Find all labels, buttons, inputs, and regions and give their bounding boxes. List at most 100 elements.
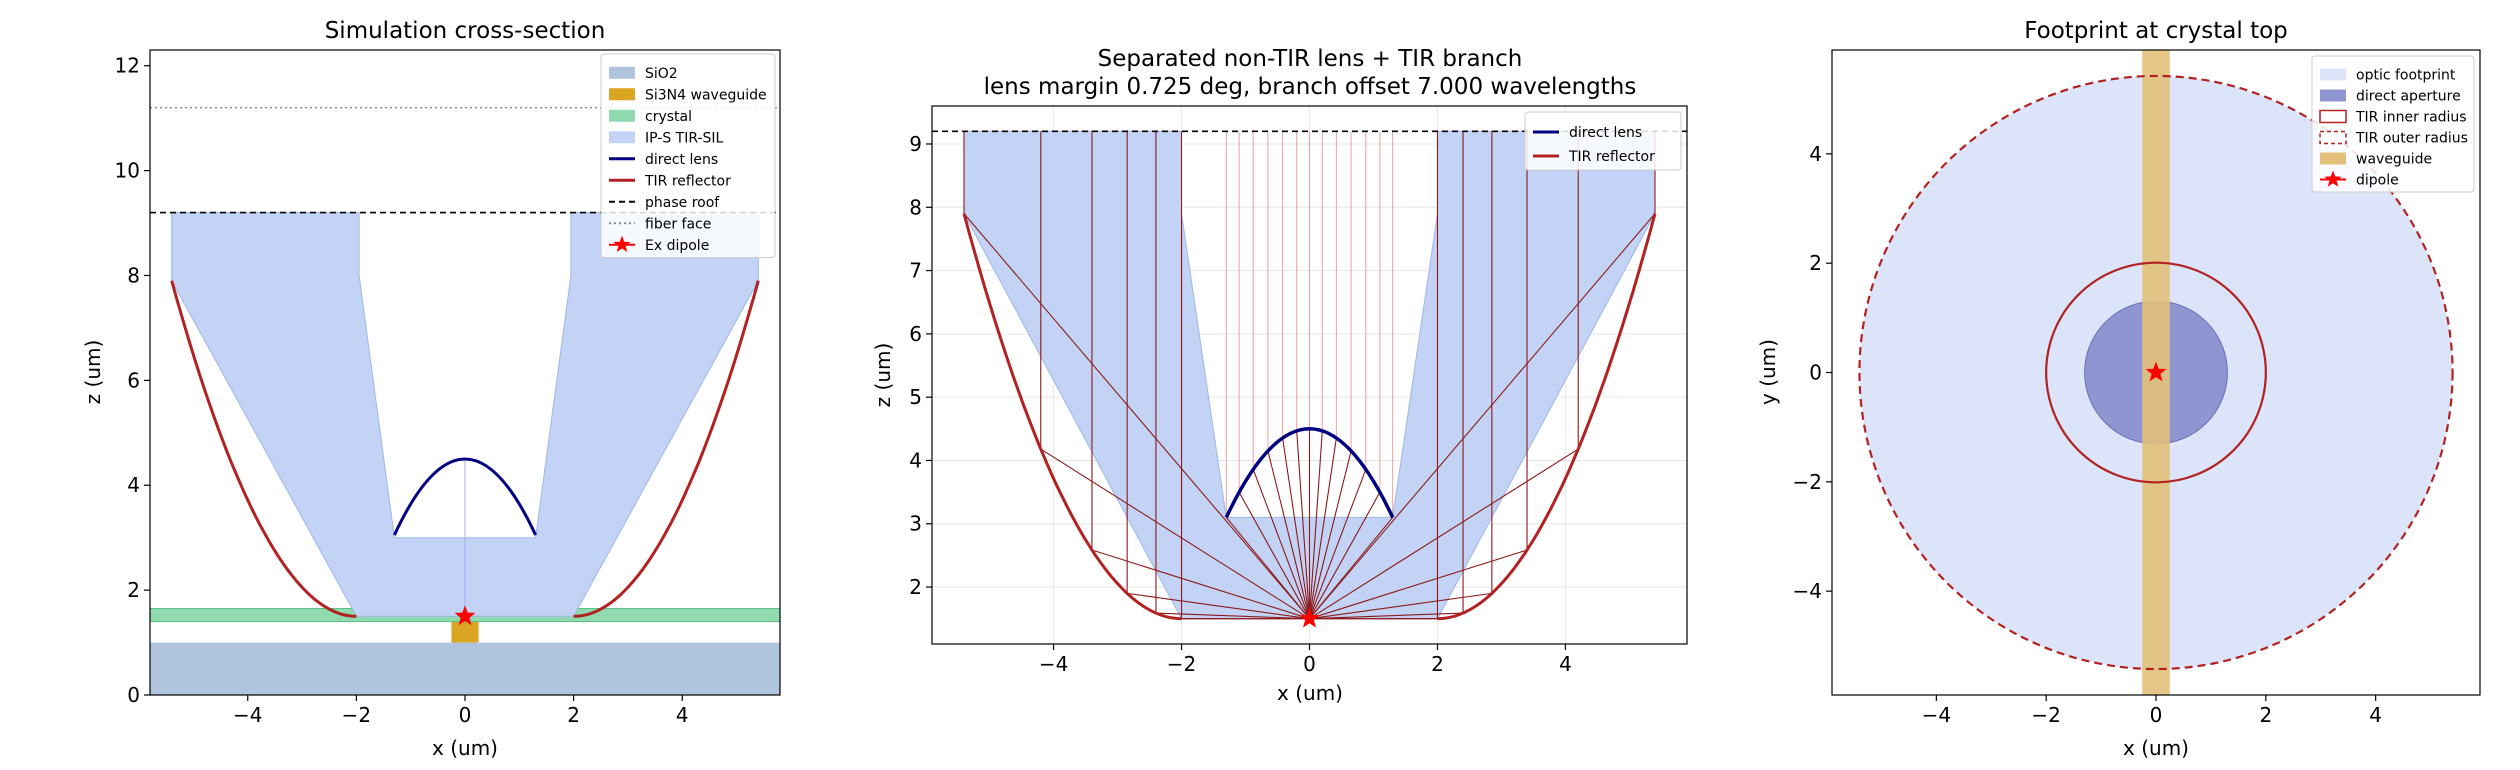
lens-ray	[1267, 450, 1311, 619]
legend-label: dipole	[2356, 173, 2399, 189]
tir-outer-radius	[1858, 74, 2454, 671]
x-tick-label: 0	[459, 703, 472, 727]
ray-trace-panel: Separated non-TIR lens + TIR branch lens…	[871, 46, 1688, 705]
legend-swatch	[609, 131, 635, 144]
lens-ray	[1282, 437, 1311, 619]
legend-label: crystal	[645, 109, 692, 125]
y-tick-label: −4	[1793, 579, 1822, 603]
legend-label: direct aperture	[2356, 89, 2461, 105]
tir-reflector	[170, 280, 357, 618]
x-axis-label: x (um)	[432, 736, 498, 760]
lens-ray	[1309, 517, 1394, 620]
legend-label: optic footprint	[2356, 68, 2456, 84]
x-tick-label: −4	[1039, 652, 1068, 676]
legend: direct lens TIR reflector	[1524, 111, 1682, 171]
tir-reflector	[573, 280, 760, 618]
y-tick-label: 4	[1809, 142, 1822, 166]
y-axis-label: z (um)	[871, 343, 895, 408]
tir-ray	[1309, 448, 1579, 620]
panel2-title: Separated non-TIR lens + TIR branch	[1098, 46, 1523, 72]
sio2-layer	[150, 642, 780, 695]
panel2-subtitle: lens margin 0.725 deg, branch offset 7.0…	[984, 74, 1637, 100]
x-tick-label: 4	[1559, 652, 1572, 676]
legend-swatch	[2319, 109, 2347, 124]
y-tick-label: 2	[909, 575, 922, 599]
y-tick-label: 2	[127, 578, 140, 602]
legend-label: TIR inner radius	[2355, 110, 2467, 126]
lens-ray	[1308, 430, 1323, 619]
y-axis-label: z (um)	[81, 340, 105, 405]
x-tick-label: 4	[676, 703, 689, 727]
y-tick-label: 8	[909, 195, 922, 219]
lens-ray	[1252, 469, 1311, 619]
legend-label: waveguide	[2356, 152, 2432, 168]
y-tick-label: 12	[115, 54, 140, 78]
y-tick-label: 2	[1809, 251, 1822, 275]
direct-lens	[1224, 427, 1395, 519]
footprint-panel: Footprint at crystal top −4 −2 0 2 4−4−2024 …	[1756, 18, 2481, 760]
dipole	[2145, 361, 2167, 382]
lens-ray	[1308, 450, 1352, 619]
y-axis-label: y (um)	[1756, 339, 1780, 405]
tir-ray	[963, 213, 1310, 620]
y-tick-label: 7	[909, 259, 922, 283]
legend-box	[2311, 55, 2475, 193]
tir-ray	[1309, 213, 1656, 620]
y-tick-label: 0	[1809, 361, 1822, 385]
legend-swatch	[609, 66, 635, 79]
y-tick-label: 8	[127, 263, 140, 287]
x-tick-label: −2	[1167, 652, 1196, 676]
x-tick-label: −4	[233, 703, 262, 727]
y-tick-label: 4	[909, 448, 922, 472]
panel1-title: Simulation cross-section	[325, 18, 606, 44]
legend-label: IP-S TIR-SIL	[645, 130, 724, 146]
y-tick-label: 9	[909, 132, 922, 156]
y-tick-label: 5	[909, 385, 922, 409]
lens-ray	[1308, 469, 1367, 619]
waveguide	[451, 621, 479, 643]
tir-ray	[1155, 612, 1310, 620]
y-tick-label: −2	[1793, 470, 1822, 494]
x-axis-label: x (um)	[1277, 681, 1343, 705]
tir-reflector	[1437, 213, 1657, 621]
axes: −4 −2 0 2 4 2 3 4 5 6 7 8 9	[909, 132, 1572, 676]
legend-swatch	[609, 109, 635, 122]
tir-ray	[1127, 592, 1310, 620]
dipole	[1299, 607, 1320, 628]
axes: −4 −2 0 2 4 −4 −2 0 2 4	[1793, 142, 2383, 727]
legend-label: Si3N4 waveguide	[645, 87, 767, 103]
legend-swatch	[2319, 130, 2347, 145]
ex-dipole	[454, 605, 476, 626]
x-tick-label: −4	[1922, 703, 1951, 727]
tir-inner-radius	[2045, 261, 2267, 484]
tir-ray	[1091, 549, 1310, 620]
legend-label: TIR reflector	[1568, 149, 1655, 165]
legend-label: direct lens	[1569, 125, 1642, 141]
axes: −4 −2 0 2 4 0 2 4 6 8 10 12	[115, 54, 689, 727]
legend-label: Ex dipole	[645, 238, 709, 254]
x-tick-label: 2	[1431, 652, 1444, 676]
legend-swatch	[2320, 89, 2346, 102]
y-tick-label: 4	[127, 473, 140, 497]
y-tick-label: 10	[115, 159, 140, 183]
y-tick-label: 0	[127, 683, 140, 707]
panel3-title: Footprint at crystal top	[2024, 18, 2288, 44]
cross-section-marks	[150, 106, 780, 695]
direct-lens	[393, 457, 537, 536]
x-tick-label: 0	[1303, 652, 1316, 676]
legend-swatch	[613, 235, 631, 252]
legend: SiO2 Si3N4 waveguide crystal IP-S TIR-SIL di…	[600, 53, 776, 258]
legend-label: direct lens	[645, 152, 718, 168]
tir-reflector	[962, 213, 1182, 621]
lens-ray	[1238, 491, 1310, 619]
x-axis-label: x (um)	[2123, 736, 2189, 760]
legend-swatch	[2320, 152, 2346, 165]
y-tick-label: 3	[909, 512, 922, 536]
legend-label: phase roof	[645, 195, 720, 211]
legend-box	[600, 53, 776, 258]
legend-label: TIR outer radius	[2355, 131, 2468, 147]
legend-swatch	[609, 88, 635, 101]
lens-ray	[1308, 437, 1337, 619]
legend-label: TIR reflector	[644, 173, 731, 189]
